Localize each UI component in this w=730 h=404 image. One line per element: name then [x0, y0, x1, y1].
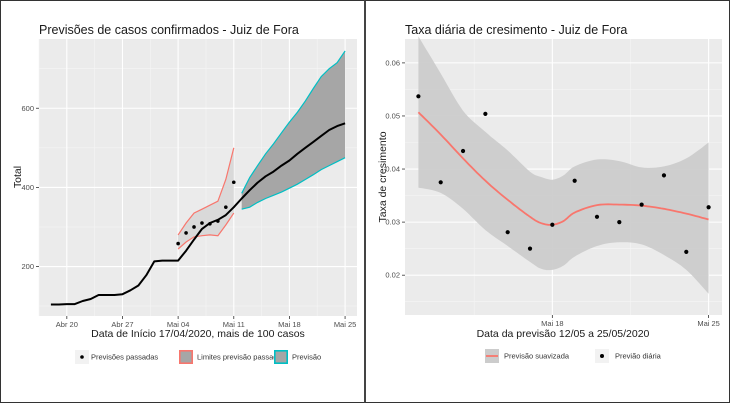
- data-point: [661, 173, 667, 178]
- ribbon-lower-line: [241, 157, 346, 210]
- data-point: [416, 94, 421, 99]
- points: [416, 94, 711, 254]
- y-tick-label: 600: [21, 104, 34, 113]
- data-point: [617, 220, 622, 225]
- filled-box-icon: [273, 349, 288, 364]
- ribbons: [418, 36, 709, 294]
- confirmed-cases-chart: Previsões de casos confirmados - Juiz de…: [12, 23, 357, 364]
- x-tick-label: Mai 18: [541, 319, 564, 328]
- x-tick-label: Mai 25: [697, 319, 720, 328]
- data-point: [216, 219, 220, 223]
- legend-item: Previão diária: [595, 349, 662, 363]
- y-tick-label: 200: [21, 262, 34, 271]
- data-point: [684, 249, 689, 254]
- legend-label: Previsão: [292, 353, 321, 362]
- growth-rate-chart: Taxa diária de cresimento - Juiz de Fora…: [377, 23, 722, 363]
- y-tick-label: 0.04: [385, 165, 400, 174]
- cases-line: [50, 122, 346, 306]
- y-axis-ticks: 0.02 0.03 0.04 0.05 0.06: [385, 58, 405, 280]
- y-tick-label: 400: [21, 183, 34, 192]
- data-point: [192, 225, 196, 229]
- legend: Previsões passadas Limites previsão passa…: [75, 349, 321, 364]
- data-point: [438, 180, 443, 185]
- legend-item: Limites previsão passada: [179, 349, 282, 364]
- y-tick-label: 0.05: [385, 111, 400, 120]
- points: [176, 180, 236, 246]
- legend-item: Previsão suavizada: [485, 349, 570, 363]
- legend-item: Previsão: [273, 349, 321, 364]
- ribbon-upper-line: [177, 147, 235, 236]
- left-chart-frame: Previsões de casos confirmados - Juiz de…: [0, 0, 366, 403]
- x-axis-ticks: Mai 18 Mai 25: [541, 315, 720, 328]
- data-point: [176, 241, 180, 246]
- legend: Previsão suavizada Previão diária: [485, 349, 662, 363]
- chart-title: Previsões de casos confirmados - Juiz de…: [39, 23, 299, 37]
- x-axis-label: Data da previsão 12/05 a 25/05/2020: [477, 328, 650, 340]
- lines: [50, 122, 346, 306]
- data-point: [200, 221, 204, 225]
- data-point: [706, 205, 711, 210]
- lines: [417, 111, 709, 226]
- x-tick-label: Mai 11: [223, 320, 245, 329]
- y-axis-label: Total: [12, 166, 24, 188]
- legend-label: Previão diária: [615, 352, 662, 361]
- chart-title: Taxa diária de cresimento - Juiz de Fora: [405, 23, 627, 37]
- ribbon-previsão: [241, 50, 346, 210]
- legend-label: Limites previsão passada: [197, 353, 282, 362]
- legend-label: Previsões passadas: [91, 353, 158, 362]
- data-point: [505, 230, 510, 235]
- y-axis-ticks: 200 400 600: [21, 104, 39, 271]
- data-point: [483, 111, 488, 116]
- data-point: [639, 202, 644, 207]
- legend-item: Previsões passadas: [75, 350, 158, 364]
- data-point: [527, 246, 533, 251]
- data-point: [550, 222, 555, 227]
- x-tick-label: Mai 25: [334, 320, 357, 329]
- data-point: [594, 214, 600, 219]
- y-tick-label: 0.03: [385, 218, 400, 227]
- data-point: [460, 148, 466, 154]
- confidence-band: [418, 36, 709, 294]
- ribbon-upper-line: [241, 50, 346, 194]
- ribbons: [177, 50, 346, 250]
- data-point: [224, 205, 228, 209]
- y-axis-label: Taxa de cresimento: [377, 131, 389, 222]
- x-tick-label: Mai 18: [278, 320, 301, 329]
- x-tick-label: Abr 20: [56, 320, 78, 329]
- legend-label: Previsão suavizada: [504, 352, 570, 361]
- x-axis-label: Data de Início 17/04/2020, mais de 100 c…: [91, 328, 305, 340]
- ribbon-limites-previsão-passada: [178, 147, 234, 250]
- right-chart-frame: Taxa diária de cresimento - Juiz de Fora…: [364, 0, 730, 403]
- x-axis-ticks: Abr 20 Abr 27 Mai 04 Mai 11 Mai 18 Mai 25: [56, 316, 357, 329]
- x-tick-label: Abr 27: [111, 320, 133, 329]
- y-tick-label: 0.06: [385, 58, 400, 67]
- data-point: [184, 231, 188, 235]
- point-icon: [600, 354, 604, 358]
- ribbon-lower-line: [177, 212, 235, 250]
- smoothed-line: [417, 111, 709, 226]
- y-tick-label: 0.02: [385, 271, 400, 280]
- data-point: [231, 180, 236, 185]
- filled-box-icon: [179, 349, 194, 364]
- data-point: [208, 221, 212, 226]
- x-tick-label: Mai 04: [167, 320, 190, 329]
- data-point: [572, 178, 577, 183]
- point-icon: [80, 355, 84, 359]
